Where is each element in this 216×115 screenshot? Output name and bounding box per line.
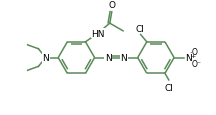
Text: O: O xyxy=(191,59,197,68)
Text: Cl: Cl xyxy=(164,83,173,92)
Text: HN: HN xyxy=(91,29,105,38)
Text: ⁻: ⁻ xyxy=(196,59,200,68)
Text: N: N xyxy=(42,54,49,63)
Text: O: O xyxy=(108,1,115,10)
Text: O: O xyxy=(191,48,197,57)
Text: N: N xyxy=(121,54,127,63)
Text: N: N xyxy=(105,54,112,63)
Text: N: N xyxy=(186,54,192,63)
Text: +: + xyxy=(190,54,195,59)
Text: Cl: Cl xyxy=(135,24,144,33)
